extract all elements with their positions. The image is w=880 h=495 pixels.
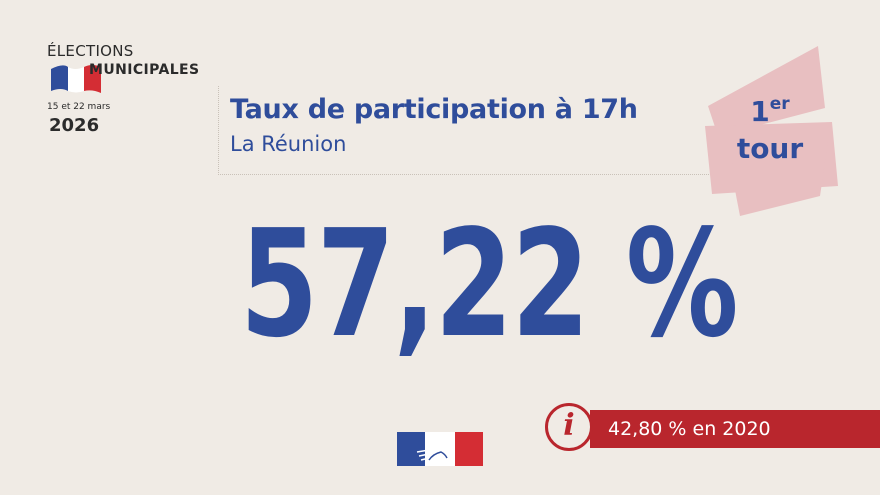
elections-logo: ÉLECTIONS MUNICIPALES 15 et 22 mars 2026 xyxy=(47,42,217,142)
info-glyph: i xyxy=(563,408,575,443)
french-flag-icon xyxy=(51,65,101,93)
round-number: 1 xyxy=(750,95,770,128)
logo-dates: 15 et 22 mars xyxy=(47,102,111,112)
logo-elections-label: ÉLECTIONS xyxy=(47,42,134,60)
round-suffix: er xyxy=(769,93,790,114)
round-label: 1er tour xyxy=(700,93,840,165)
previous-participation-bar xyxy=(590,410,880,448)
round-word: tour xyxy=(736,132,804,165)
logo-year: 2026 xyxy=(49,115,100,136)
region-subtitle: La Réunion xyxy=(230,132,347,156)
marianne-logo-icon xyxy=(397,432,483,466)
header-frame xyxy=(218,86,709,175)
logo-municipales-label: MUNICIPALES xyxy=(89,62,200,78)
previous-participation-text: 42,80 % en 2020 xyxy=(608,418,771,440)
participation-value: 57,22 % xyxy=(240,198,739,370)
page-title: Taux de participation à 17h xyxy=(230,94,638,125)
round-banner xyxy=(705,46,838,216)
info-icon: i xyxy=(545,403,593,451)
